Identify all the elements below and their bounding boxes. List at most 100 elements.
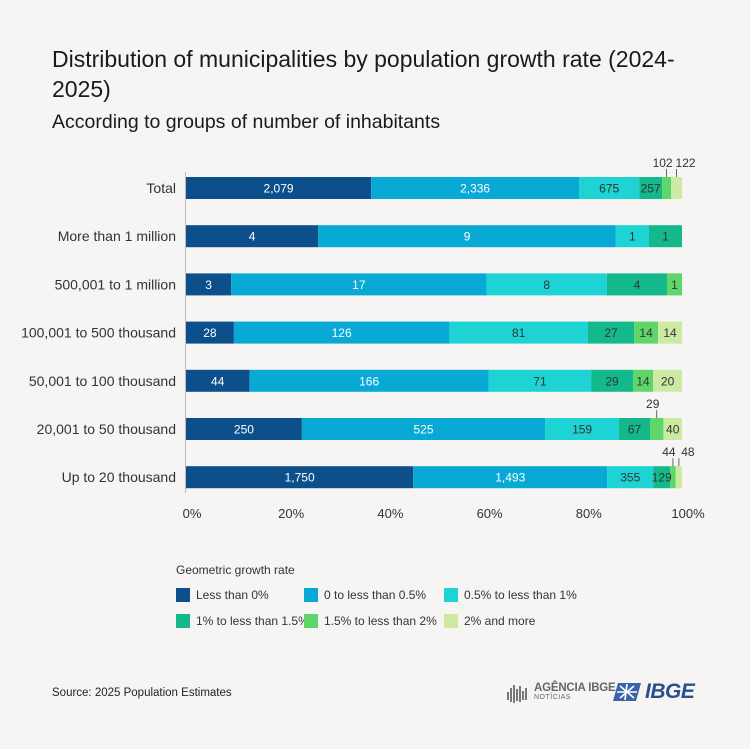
data-label: 3 [205, 278, 212, 292]
category-label: 500,001 to 1 million [55, 276, 176, 292]
bar-segment [607, 466, 654, 489]
bar-segment [186, 225, 319, 248]
data-label: 129 [652, 471, 672, 485]
x-tick-label: 20% [278, 506, 304, 521]
bar-segment [671, 177, 682, 199]
legend-item: 0.5% to less than 1% [444, 588, 594, 602]
data-label: 1 [662, 230, 669, 244]
bar-segment [648, 225, 682, 248]
data-label: 2,336 [460, 182, 490, 196]
data-label: 126 [332, 326, 352, 340]
bar-segment [658, 321, 682, 344]
data-label: 9 [464, 230, 471, 244]
bar-segment [186, 273, 232, 296]
legend-swatch [304, 588, 318, 602]
legend-label: 0.5% to less than 1% [464, 588, 577, 602]
legend-title: Geometric growth rate [176, 563, 295, 577]
data-label: 29 [605, 374, 619, 388]
data-label: 81 [512, 326, 526, 340]
data-label: 8 [543, 278, 550, 292]
data-label: 159 [572, 423, 592, 437]
legend-label: Less than 0% [196, 588, 269, 602]
bar-segment [186, 466, 414, 489]
data-label: 44 [662, 445, 676, 459]
data-label: 71 [533, 374, 547, 388]
data-label: 14 [663, 326, 677, 340]
data-label: 166 [359, 374, 379, 388]
legend-swatch [176, 588, 190, 602]
bar-segment [579, 177, 640, 199]
data-label: 40 [666, 423, 680, 437]
data-label: 1 [671, 278, 678, 292]
legend-label: 1% to less than 1.5% [196, 614, 309, 628]
ibge-logo: IBGE [612, 678, 695, 706]
bar-segment [618, 418, 651, 440]
bar-segment [653, 466, 671, 489]
bar-segment [371, 177, 580, 199]
legend-swatch [444, 614, 458, 628]
bar-segment [666, 273, 682, 296]
data-label: 28 [203, 326, 217, 340]
data-label: 1 [629, 230, 636, 244]
category-label: 20,001 to 50 thousand [37, 421, 176, 437]
data-label: 14 [636, 374, 650, 388]
data-label: 355 [620, 471, 640, 485]
legend-swatch [304, 614, 318, 628]
data-label: 250 [234, 423, 254, 437]
data-label: 525 [414, 423, 434, 437]
bar-segment [615, 225, 649, 248]
bar-segment [606, 273, 667, 296]
legend: Less than 0% 0 to less than 0.5% 0.5% to l… [176, 588, 616, 628]
bar-segment [186, 177, 372, 199]
bar-segment [663, 418, 682, 440]
bar-segment [186, 321, 234, 344]
data-label: 4 [249, 230, 256, 244]
x-tick-label: 60% [477, 506, 503, 521]
bar-segment [301, 418, 546, 440]
bar-segment [587, 321, 635, 344]
bar-segment [231, 273, 487, 296]
ibge-logo-text: IBGE [645, 680, 695, 703]
bar-segment [670, 466, 676, 489]
x-tick-label: 100% [671, 506, 705, 521]
x-tick-label: 80% [576, 506, 602, 521]
data-label: 675 [599, 182, 619, 196]
data-label: 27 [604, 326, 618, 340]
bar-segment [591, 369, 633, 392]
data-label: 2,079 [264, 182, 294, 196]
chart-subtitle: According to groups of number of inhabit… [52, 111, 441, 133]
legend-label: 1.5% to less than 2% [324, 614, 437, 628]
category-label: Total [146, 180, 176, 196]
bar-segment [545, 418, 619, 440]
x-tick-label: 40% [377, 506, 403, 521]
data-label: 14 [639, 326, 653, 340]
legend-item: Less than 0% [176, 588, 304, 602]
data-label: 20 [661, 374, 675, 388]
data-label: 4 [634, 278, 641, 292]
source-note: Source: 2025 Population Estimates [52, 687, 232, 699]
data-label: 44 [211, 374, 225, 388]
legend-item: 1.5% to less than 2% [304, 614, 444, 628]
stacked-bar-chart: Total 2,079 2,336 675 257 102 122 More than 1 m… [21, 156, 705, 521]
chart-title: Distribution of municipalities by popula… [52, 46, 675, 102]
data-label: 257 [641, 182, 661, 196]
legend-item: 2% and more [444, 614, 594, 628]
bar-segment [318, 225, 616, 248]
legend-label: 0 to less than 0.5% [324, 588, 427, 602]
bar-segment [486, 273, 607, 296]
legend-label: 2% and more [464, 614, 536, 628]
bar-segment [233, 321, 450, 344]
legend-swatch [444, 588, 458, 602]
category-label: Up to 20 thousand [62, 469, 176, 485]
category-label: More than 1 million [58, 228, 176, 244]
data-label: 122 [676, 156, 696, 170]
bar-segment [639, 177, 663, 199]
bar-segment [186, 369, 250, 392]
bar-segment [650, 418, 664, 440]
legend-item: 0 to less than 0.5% [304, 588, 444, 602]
bar-segment [653, 369, 682, 392]
legend-item: 1% to less than 1.5% [176, 614, 309, 628]
bar-segment [249, 369, 489, 392]
bar-segment [662, 177, 672, 199]
legend-swatch [176, 614, 190, 628]
